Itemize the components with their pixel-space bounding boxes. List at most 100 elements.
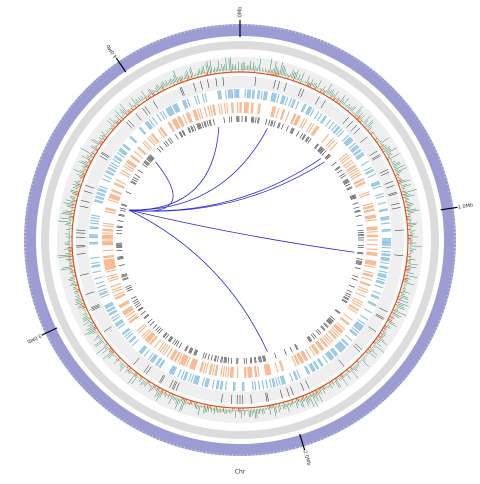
track-segment [90,220,99,221]
track-band [82,82,398,398]
track-segment [138,170,143,173]
track-segment [125,285,131,287]
track-segment [204,107,207,118]
track-segment [118,221,124,222]
track-segment [375,193,384,196]
track-segment [113,128,114,129]
track-segment [131,296,136,299]
track-segment [343,314,352,320]
track-segment [91,319,92,320]
track-segment [249,89,250,98]
track-segment [364,265,375,267]
track-segment [103,223,114,224]
track-segment [341,317,350,324]
track-segment [144,350,150,357]
track-segment [359,121,360,122]
x-tick-label: 4.0Mb [105,43,119,59]
link [129,127,219,210]
track-segment [252,90,253,99]
track-segment [255,357,256,363]
track-segment [367,249,378,250]
track-segment [340,318,349,325]
track-segment [120,210,126,211]
track-segment [228,367,229,378]
track-segment [266,119,267,125]
track-segment [102,230,113,231]
track-segment [356,260,362,261]
track-segment [233,102,234,113]
track-segment [346,335,353,341]
track-segment [94,277,103,279]
track-segment [336,129,342,136]
track-segment [258,118,259,124]
track-segment [367,232,378,233]
track-segment [382,229,391,230]
track-segment [345,184,350,187]
track-segment [348,110,349,111]
link [129,162,324,211]
track-segment [208,106,211,117]
link [129,210,268,352]
track-segment [349,170,358,176]
track-segment [351,197,357,199]
track-segment [225,357,226,363]
track-segment [231,89,232,98]
track-segment [218,104,220,115]
track-segment [365,127,366,128]
track-segment [188,373,191,381]
track-segment [106,270,117,273]
track-segment [250,358,251,364]
track-segment [148,319,152,323]
track-segment [224,357,225,363]
track-segment [222,357,223,363]
track-segment [202,377,204,386]
track-segment [357,225,363,226]
track-segment [356,293,366,298]
track-segment [202,122,204,128]
track-segment [202,94,204,103]
track-segment [117,257,123,258]
track-segment [381,254,390,255]
track-segment [258,357,259,363]
track-segment [179,343,182,348]
track-segment [197,95,200,104]
track-segment [355,268,361,269]
track-segment [248,367,249,378]
track-segment [375,285,384,288]
track-segment [270,379,272,388]
track-segment [377,202,386,204]
track-segment [126,287,132,289]
track-segment [194,125,196,131]
track-segment [322,134,329,142]
track-segment [322,356,327,363]
track-segment [174,84,175,85]
track-segment [194,349,196,355]
track-segment [116,250,122,251]
track-segment [97,285,106,288]
track-segment [312,126,318,135]
track-segment [373,291,381,294]
track-segment [226,366,227,377]
track-segment [91,218,100,219]
track-segment [126,192,132,194]
track-segment [361,277,372,280]
track-segment [285,97,288,106]
track-segment [217,356,218,362]
track-segment [211,355,212,361]
track-segment [135,174,140,177]
track-segment [296,131,299,136]
track-baseline [72,72,408,408]
track-segment [195,350,197,356]
track-segment [350,195,356,197]
track-segment [210,105,212,116]
axis-title: Chr [235,469,246,476]
track-segment [137,148,145,155]
track-segment [381,223,390,224]
track-segment [337,170,342,173]
track-segment [251,117,252,123]
track-segment [277,94,279,103]
track-segment [261,91,262,100]
track-segment [196,350,198,356]
track-segment [205,353,207,359]
track-segment [102,250,113,251]
